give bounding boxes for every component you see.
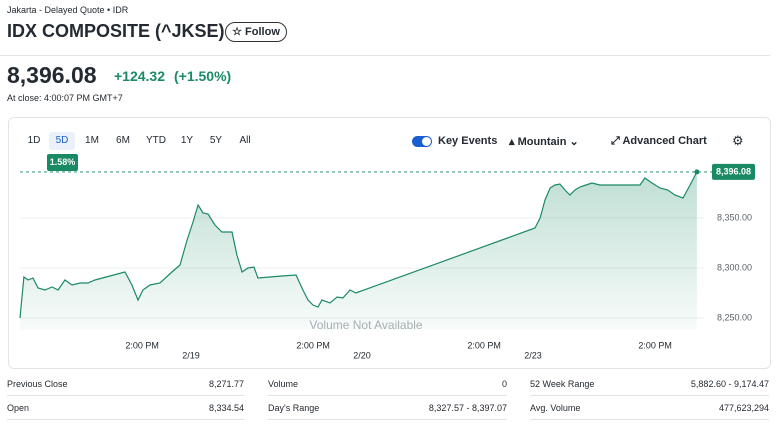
price-line [19, 171, 698, 319]
range-button[interactable]: 5D [49, 132, 75, 150]
chart-type-label: Mountain [517, 136, 567, 148]
stat-value: 477,623,294 [718, 403, 769, 413]
y-tick-label: 8,300.00 [717, 262, 752, 272]
settings-icon[interactable]: ⚙ [732, 133, 744, 148]
stat-value: 8,271.77 [208, 379, 244, 389]
range-button[interactable]: 1M [85, 135, 99, 146]
range-change-badge: 1.58% [47, 154, 78, 171]
x-tick-label: 2/23 [524, 350, 542, 360]
stat-divider [268, 419, 507, 420]
title: IDX COMPOSITE (^JKSE) [7, 21, 225, 41]
divider [0, 55, 770, 56]
range-button[interactable]: 1Y [180, 135, 194, 146]
advanced-chart[interactable]: ⤢ Advanced Chart [611, 135, 707, 147]
x-tick-label: 2/19 [182, 350, 200, 360]
x-tick-label: 2:00 PM [467, 340, 501, 350]
price-badge [712, 163, 755, 180]
range-button[interactable]: All [239, 135, 251, 146]
follow-label: Follow [245, 26, 280, 38]
stat-label: Volume [268, 379, 299, 389]
stat-value: 0 [501, 379, 507, 389]
last-point [694, 169, 700, 175]
range-button[interactable]: 1D [27, 135, 41, 146]
y-tick-label: 8,350.00 [717, 212, 752, 222]
stat-label: Previous Close [7, 379, 68, 389]
stat-value: 5,882.60 - 9,174.47 [690, 379, 769, 389]
stat-label: 52 Week Range [530, 379, 595, 389]
stat-label: Avg. Volume [530, 403, 581, 413]
area-fill [20, 171, 697, 330]
stat-label: Day's Range [268, 403, 320, 413]
stat-divider [268, 395, 507, 396]
stat-label: Open [7, 403, 30, 413]
stat-divider [530, 395, 769, 396]
y-tick-label: 8,250.00 [717, 312, 752, 322]
price-change: +124.32 [114, 68, 165, 84]
chart-panel [8, 117, 771, 369]
stat-divider [7, 395, 244, 396]
advanced-label: Advanced Chart [622, 135, 707, 147]
quote-source: Jakarta - Delayed Quote • IDR [7, 5, 129, 15]
price-badge-label: 8,396.08 [716, 166, 751, 176]
x-tick-label: 2:00 PM [638, 340, 672, 350]
stat-divider [530, 419, 769, 420]
chart-type[interactable]: ▴ Mountain ⌄ [509, 136, 579, 148]
price-change-pct: (+1.50%) [174, 68, 232, 84]
range-button[interactable]: YTD [146, 135, 166, 146]
stat-value: 8,334.54 [208, 403, 244, 413]
x-tick-label: 2:00 PM [296, 340, 330, 350]
stat-value: 8,327.57 - 8,397.07 [428, 403, 507, 413]
x-tick-label: 2:00 PM [125, 340, 159, 350]
price: 8,396.08 [7, 62, 97, 88]
stat-divider [7, 419, 244, 420]
range-button[interactable]: 6M [116, 135, 130, 146]
close-time: At close: 4:00:07 PM GMT+7 [7, 93, 123, 103]
toggle[interactable] [412, 136, 432, 147]
x-tick-label: 2/20 [353, 350, 371, 360]
range-button[interactable]: 5Y [209, 135, 223, 146]
key-events[interactable]: Key Events [438, 135, 498, 147]
follow-button[interactable]: ☆ Follow [225, 22, 287, 42]
